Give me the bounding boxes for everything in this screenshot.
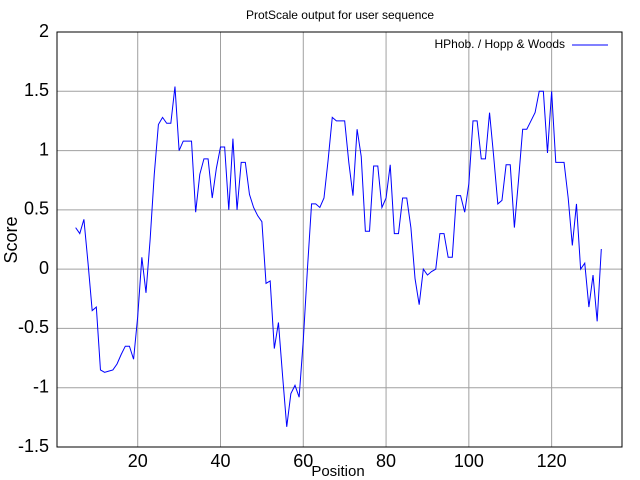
x-axis-label: Position — [311, 463, 364, 480]
y-axis-label: Score — [1, 216, 21, 263]
y-tick-label: 0.5 — [24, 199, 49, 219]
x-tick-label: 20 — [128, 451, 148, 471]
y-tick-label: -0.5 — [18, 317, 49, 337]
chart-title: ProtScale output for user sequence — [246, 8, 434, 22]
legend-label: HPhob. / Hopp & Woods — [434, 37, 565, 51]
y-tick-label: -1 — [33, 376, 49, 396]
y-tick-label: 1.5 — [24, 80, 49, 100]
x-tick-label: 40 — [210, 451, 230, 471]
plot-frame — [56, 31, 623, 448]
y-tick-label: -1.5 — [18, 436, 49, 456]
x-tick-label: 120 — [537, 451, 567, 471]
y-tick-label: 0 — [39, 258, 49, 278]
y-tick-label: 2 — [39, 21, 49, 41]
x-tick-label: 60 — [293, 451, 313, 471]
y-tick-label: 1 — [39, 139, 49, 159]
x-tick-label: 80 — [376, 451, 396, 471]
x-tick-label: 100 — [454, 451, 484, 471]
data-line — [75, 86, 602, 427]
